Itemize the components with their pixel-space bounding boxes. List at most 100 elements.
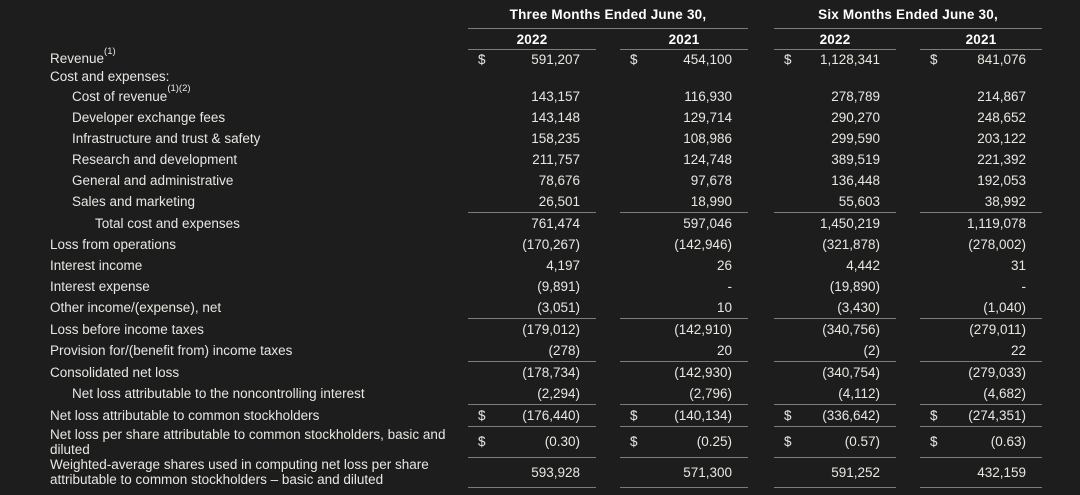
row-label: General and administrative xyxy=(72,172,234,188)
row-label: Loss before income taxes xyxy=(50,321,204,337)
column-gap xyxy=(896,107,920,128)
value-cell: (2) xyxy=(774,340,896,362)
value: (340,754) xyxy=(822,365,880,380)
value-cell: (170,267) xyxy=(468,234,596,255)
column-gap xyxy=(896,170,920,191)
value: (179,012) xyxy=(522,322,580,337)
value-cell: (3,051) xyxy=(468,297,596,319)
value: 22 xyxy=(1011,343,1027,358)
value-cell: 10 xyxy=(620,297,748,319)
value-cell: 597,046 xyxy=(620,213,748,235)
table-row: Net loss attributable to common stockhol… xyxy=(0,404,1043,427)
value-cell: 299,590 xyxy=(774,128,896,149)
column-gap xyxy=(896,149,920,170)
dollar-sign: $ xyxy=(478,434,486,450)
table-row: Consolidated net loss (178,734) (142,930) (… xyxy=(0,362,1042,384)
value-cell: (142,910) xyxy=(620,319,748,341)
value: 26,501 xyxy=(538,194,580,209)
value-cell: $841,076 xyxy=(920,50,1042,69)
value-cell: (9,891) xyxy=(468,276,596,297)
value-cell: (4,682) xyxy=(920,383,1043,405)
group-gap xyxy=(748,29,774,50)
row-label: Infrastructure and trust & safety xyxy=(72,130,261,146)
value-cell: $ (336,642) xyxy=(774,404,896,427)
column-gap xyxy=(596,319,620,341)
value: 1,450,219 xyxy=(819,216,880,231)
row-label: Research and development xyxy=(72,151,238,167)
row-label: Consolidated net loss xyxy=(50,364,180,380)
label-column-spacer xyxy=(0,3,468,29)
value-cell: 143,157 xyxy=(468,86,596,107)
year-header-q-2021: 2021 xyxy=(620,28,748,50)
value-cell: 214,867 xyxy=(920,86,1042,107)
column-gap xyxy=(896,405,920,427)
column-gap xyxy=(596,297,620,319)
column-gap xyxy=(748,383,774,405)
value: (336,642) xyxy=(822,408,880,423)
column-gap xyxy=(748,68,774,86)
value: 4,197 xyxy=(546,258,580,273)
value: 290,270 xyxy=(831,110,880,125)
value: 571,300 xyxy=(683,464,732,480)
year-header-q-2022: 2022 xyxy=(468,28,596,50)
value-cell: 22 xyxy=(920,340,1043,362)
row-label: Provision for/(benefit from) income taxe… xyxy=(50,343,293,359)
column-gap xyxy=(596,276,620,297)
column-gap xyxy=(596,457,620,488)
dollar-sign: $ xyxy=(930,408,938,423)
value-cell: 55,603 xyxy=(774,191,896,213)
column-gap xyxy=(896,29,920,50)
value-cell: (340,754) xyxy=(774,362,896,384)
column-gap xyxy=(596,362,620,384)
value-cell: 26 xyxy=(620,255,748,276)
value-cell: (178,734) xyxy=(468,362,596,384)
value: (142,946) xyxy=(674,237,732,252)
value: 591,252 xyxy=(831,464,880,480)
table-row: Loss from operations (170,267) (142,946) (3… xyxy=(0,234,1042,255)
dollar-sign: $ xyxy=(784,434,792,450)
value: 299,590 xyxy=(831,131,880,146)
label-column-spacer xyxy=(0,29,468,50)
table-row: Interest income 4,197 26 4,442 31 xyxy=(0,255,1042,276)
value: 203,122 xyxy=(977,131,1027,146)
value: 1,119,078 xyxy=(966,216,1027,231)
column-gap xyxy=(896,86,920,107)
column-gap xyxy=(748,213,774,235)
value-cell: 20 xyxy=(620,340,748,362)
period-header-six-months: Six Months Ended June 30, xyxy=(774,3,1043,29)
value-cell: 116,930 xyxy=(620,86,748,107)
column-gap xyxy=(748,276,774,297)
value-cell: (4,112) xyxy=(774,383,896,405)
value-cell: 129,714 xyxy=(620,107,748,128)
value-cell: $ (0.63) xyxy=(920,426,1043,458)
value: 221,392 xyxy=(977,152,1027,167)
value: 116,930 xyxy=(684,89,732,104)
column-gap xyxy=(596,383,620,405)
value-cell: 4,197 xyxy=(468,255,596,276)
value: 129,714 xyxy=(683,110,732,125)
footnote-superscript: (1)(2) xyxy=(167,83,191,95)
value-cell: (278,002) xyxy=(920,234,1042,255)
value-cell: $454,100 xyxy=(620,50,748,69)
column-gap xyxy=(896,191,920,213)
table-row: Cost and expenses: xyxy=(0,68,1042,86)
value-cell: (279,033) xyxy=(920,362,1042,384)
dollar-sign: $ xyxy=(478,408,486,423)
dollar-sign: $ xyxy=(784,408,792,423)
value-cell: 38,992 xyxy=(920,191,1043,213)
value: 192,053 xyxy=(977,173,1027,188)
column-gap xyxy=(896,297,920,319)
table-header: Three Months Ended June 30, Six Months E… xyxy=(0,3,1043,50)
value-cell: 571,300 xyxy=(620,457,748,488)
value-cell: $ (0.57) xyxy=(774,426,896,458)
value: 597,046 xyxy=(683,216,732,231)
value-cell: 389,519 xyxy=(774,149,896,170)
column-gap xyxy=(596,86,620,107)
value: 214,867 xyxy=(977,89,1027,104)
value: (176,440) xyxy=(522,408,580,423)
value-cell: 26,501 xyxy=(468,191,596,213)
value: (279,033) xyxy=(968,365,1027,380)
dollar-sign: $ xyxy=(930,51,938,67)
row-label: Sales and marketing xyxy=(72,194,196,210)
dollar-sign: $ xyxy=(478,51,486,67)
